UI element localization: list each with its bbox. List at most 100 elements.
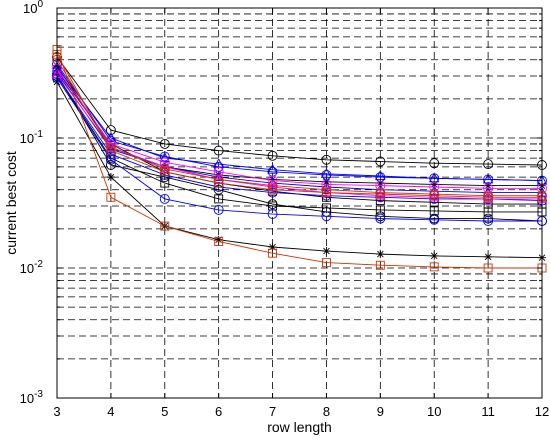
x-tick-label: 8 — [323, 404, 330, 419]
data-point — [267, 163, 278, 174]
data-point — [321, 211, 332, 222]
data-point — [375, 260, 385, 270]
y-tick-label: 10-2 — [20, 259, 44, 276]
data-point — [429, 158, 440, 169]
series-14 — [52, 44, 547, 273]
x-tick-label: 9 — [377, 404, 384, 419]
data-point — [160, 221, 170, 231]
data-point — [267, 187, 278, 198]
data-point — [430, 180, 439, 189]
series-line — [56, 68, 542, 189]
x-tick-label: 11 — [481, 404, 495, 419]
series-line — [56, 49, 542, 269]
data-point — [483, 213, 494, 224]
data-point — [213, 204, 224, 215]
data-point — [375, 196, 385, 206]
data-point — [429, 262, 439, 272]
data-point — [321, 258, 331, 268]
data-point — [213, 174, 224, 185]
data-point — [375, 189, 386, 200]
data-point — [214, 237, 224, 246]
data-point — [483, 216, 494, 226]
plot-background — [57, 8, 542, 398]
series-line — [56, 75, 543, 202]
plot-frame — [56, 7, 543, 399]
x-tick-label: 4 — [107, 404, 114, 419]
data-point — [214, 235, 223, 244]
x-tick-label: 12 — [535, 404, 549, 419]
data-point — [482, 173, 494, 184]
data-point — [159, 172, 170, 183]
y-tick-label: 10-1 — [20, 129, 44, 146]
data-point — [267, 150, 278, 161]
series-line — [56, 73, 542, 200]
series-line — [56, 77, 542, 222]
data-point — [375, 187, 386, 198]
data-point — [429, 214, 440, 225]
series-line — [56, 56, 543, 166]
x-axis-label: row length — [267, 419, 332, 435]
y-tick-labels: 100 10-1 10-2 10-3 — [20, 0, 44, 406]
series-line — [56, 59, 542, 197]
data-point — [159, 160, 171, 171]
data-point — [105, 154, 116, 165]
data-point — [483, 263, 493, 273]
data-point — [268, 243, 277, 252]
data-point — [105, 125, 116, 136]
data-point — [375, 213, 386, 224]
data-point — [484, 252, 493, 261]
data-point — [213, 171, 224, 182]
x-tick-label: 6 — [215, 404, 222, 419]
data-point — [213, 166, 224, 177]
data-point — [375, 156, 386, 167]
data-point — [106, 173, 115, 182]
x-tick-labels: 3 4 5 6 7 8 9 10 11 12 — [53, 404, 549, 419]
data-point — [213, 182, 224, 192]
data-point — [159, 163, 170, 174]
data-point — [268, 175, 277, 184]
data-point — [375, 172, 386, 183]
data-point — [105, 142, 116, 153]
data-point — [482, 192, 494, 203]
data-point — [430, 251, 439, 260]
data-point — [428, 191, 440, 202]
x-tick-label: 5 — [161, 404, 168, 419]
series-line — [56, 75, 542, 213]
data-point — [159, 138, 170, 149]
data-point — [376, 250, 385, 259]
data-point — [159, 193, 170, 204]
x-tick-label: 10 — [427, 404, 441, 419]
data-point — [268, 248, 278, 258]
series-group — [51, 44, 548, 273]
ticks — [56, 8, 543, 398]
y-tick-label: 10-3 — [20, 389, 44, 406]
data-point — [428, 172, 440, 183]
data-point — [267, 175, 278, 186]
data-point — [375, 211, 386, 222]
data-point — [160, 167, 170, 177]
data-point — [321, 167, 332, 178]
series-8 — [52, 72, 547, 226]
data-point — [106, 192, 116, 202]
data-point — [322, 247, 331, 256]
data-point — [375, 170, 386, 180]
series-line — [56, 54, 542, 198]
data-point — [429, 189, 440, 200]
data-point — [213, 184, 224, 195]
x-tick-label: 3 — [53, 404, 60, 419]
data-point — [213, 145, 224, 156]
data-point — [376, 179, 385, 188]
series-line — [56, 67, 543, 182]
y-tick-label: 100 — [23, 0, 43, 16]
data-point — [267, 199, 278, 210]
series-12 — [52, 63, 547, 194]
data-point — [483, 159, 494, 170]
data-point — [321, 184, 332, 195]
data-point — [321, 186, 332, 197]
series-line — [56, 81, 543, 259]
data-point — [214, 194, 224, 204]
data-point — [483, 190, 494, 201]
x-tick-label: 7 — [269, 404, 276, 419]
data-point — [321, 181, 332, 191]
data-point — [484, 181, 493, 190]
